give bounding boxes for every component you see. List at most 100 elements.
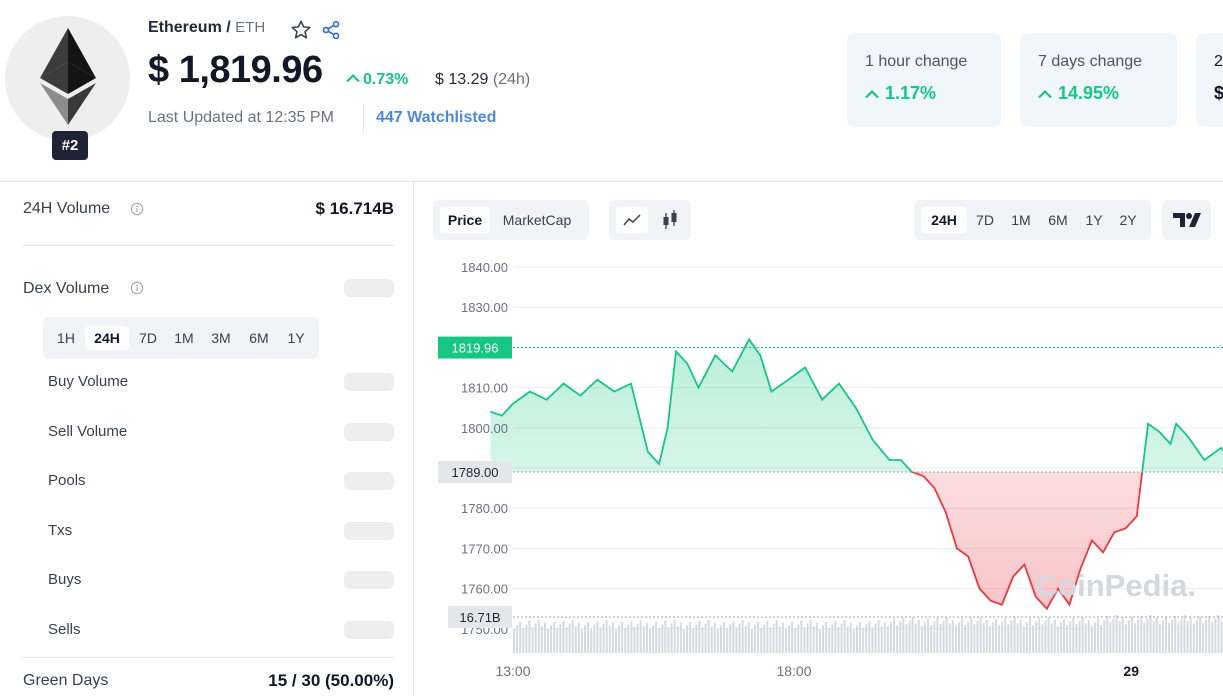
info-icon[interactable] (130, 281, 144, 295)
volume-bar (1143, 622, 1146, 653)
dex-tab-6m[interactable]: 6M (249, 330, 269, 346)
dex-tab-1m[interactable]: 1M (174, 330, 194, 346)
volume-bar (933, 621, 936, 653)
baseline-label-box (438, 461, 512, 484)
dex-tab-1h[interactable]: 1H (57, 330, 75, 346)
volume-bar (686, 625, 689, 653)
volume-bar (760, 628, 763, 653)
coin-symbol: ETH (235, 19, 266, 36)
volume-bar (995, 618, 998, 653)
volume-bar (1118, 621, 1121, 653)
volume-bar (1152, 621, 1155, 653)
x-axis-tick-label: 13:00 (495, 663, 530, 679)
change-card-value: $ (1214, 83, 1223, 103)
range-tab-6m[interactable]: 6M (1048, 212, 1068, 228)
price-chart[interactable]: 1840.001830.001820.001810.001800.001790.… (414, 250, 1223, 696)
change-card-value: 1.17% (865, 83, 983, 104)
volume-bar (939, 624, 942, 653)
volume-bar (537, 620, 540, 653)
range-tab-1m[interactable]: 1M (1011, 212, 1031, 228)
ethereum-diamond-icon (40, 28, 96, 125)
volume-bar (1010, 620, 1013, 653)
marketcap-tab[interactable]: MarketCap (502, 212, 572, 228)
range-tab-2y[interactable]: 2Y (1119, 212, 1137, 228)
volume-bar (611, 622, 614, 653)
price-change-24h-percent: 0.73% (346, 71, 408, 89)
volume-bar (531, 627, 534, 653)
volume-bar (967, 621, 970, 653)
volume-bar (735, 627, 738, 653)
seven-days-change-card: 7 days change 14.95% (1020, 33, 1177, 127)
x-axis-tick-label: 29 (1123, 663, 1139, 679)
volume-bar (1093, 622, 1096, 653)
volume-bar (954, 626, 957, 653)
volume-bar (1019, 619, 1022, 653)
volume-bar (729, 624, 732, 653)
volume-bar (911, 617, 914, 653)
volume-bar (618, 625, 621, 653)
volume-bar (1177, 622, 1180, 653)
volume-bar (905, 624, 908, 653)
dex-tab-24h[interactable]: 24H (85, 326, 129, 350)
coin-name: Ethereum (148, 19, 222, 36)
ethereum-logo (5, 16, 130, 141)
dex-tab-1y[interactable]: 1Y (287, 330, 305, 346)
tradingview-button[interactable] (1162, 200, 1211, 240)
volume-bar (664, 620, 667, 653)
green-days-label: Green Days (23, 672, 109, 689)
volume-bar (886, 626, 889, 653)
loading-placeholder (344, 621, 394, 639)
volume-bar (1180, 618, 1183, 653)
volume-bar (791, 621, 794, 653)
volume-bar (1097, 618, 1100, 653)
dex-tab-3m[interactable]: 3M (211, 330, 231, 346)
volume-bar (859, 621, 862, 653)
volume-bar (991, 622, 994, 653)
header-divider (363, 103, 364, 133)
buy-volume-label: Buy Volume (48, 373, 129, 390)
volume-bar (593, 624, 596, 653)
volume-bar (818, 629, 821, 653)
volume-bar (1035, 621, 1038, 653)
volume-bar (815, 622, 818, 653)
volume-bar (562, 620, 565, 653)
loading-placeholder (344, 373, 394, 391)
volume-bar (608, 626, 611, 653)
range-tab-1y[interactable]: 1Y (1085, 212, 1103, 228)
txs-label: Txs (48, 522, 73, 539)
loading-placeholder (344, 423, 394, 441)
volume-bar (1013, 617, 1016, 653)
volume-bar (880, 626, 883, 653)
volume-bar (738, 623, 741, 653)
candlestick-chart-button[interactable] (654, 207, 686, 233)
loading-placeholder (344, 472, 394, 490)
line-chart-button[interactable] (616, 207, 648, 233)
coin-name-separator: / (226, 19, 231, 36)
watchlist-star-icon[interactable] (290, 19, 312, 41)
price-tab[interactable]: Price (440, 207, 490, 233)
volume-bar (852, 629, 855, 653)
volume-bar (973, 624, 976, 653)
volume-bar (788, 625, 791, 653)
volume-bar (741, 620, 744, 653)
range-tab-7d[interactable]: 7D (976, 212, 994, 228)
volume-bar (1127, 620, 1130, 653)
volume-bar (1090, 626, 1093, 653)
dex-tab-7d[interactable]: 7D (139, 330, 157, 346)
range-tab-24h[interactable]: 24H (921, 207, 967, 233)
watchlisted-count-link[interactable]: 447 Watchlisted (376, 109, 497, 126)
volume-bar (945, 617, 948, 653)
volume-bar (1047, 617, 1050, 653)
volume-bar (754, 625, 757, 653)
info-icon[interactable] (130, 202, 144, 216)
volume-bar (763, 624, 766, 653)
volume-bar (1081, 617, 1084, 653)
volume-bar (800, 620, 803, 653)
share-icon[interactable] (321, 20, 341, 40)
volume-bar (902, 617, 905, 653)
volume-bar (568, 623, 571, 653)
volume-bar (673, 620, 676, 653)
y-axis-tick-label: 1800.00 (461, 421, 508, 436)
x-axis-tick-label: 18:00 (776, 663, 811, 679)
volume-bar (766, 620, 769, 653)
